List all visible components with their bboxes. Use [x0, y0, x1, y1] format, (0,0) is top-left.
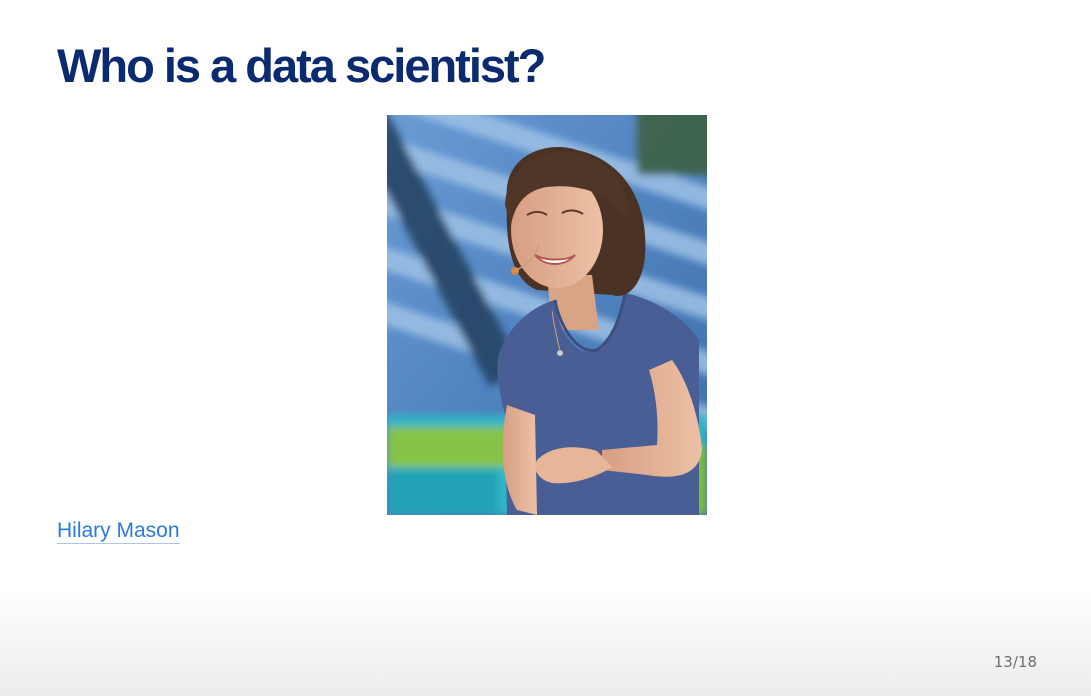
footer-gradient	[0, 586, 1091, 696]
hilary-mason-link[interactable]: Hilary Mason	[57, 518, 180, 545]
slide-number: 13/18	[993, 653, 1037, 671]
speaker-photo	[387, 115, 707, 515]
slide-title: Who is a data scientist?	[57, 39, 546, 92]
